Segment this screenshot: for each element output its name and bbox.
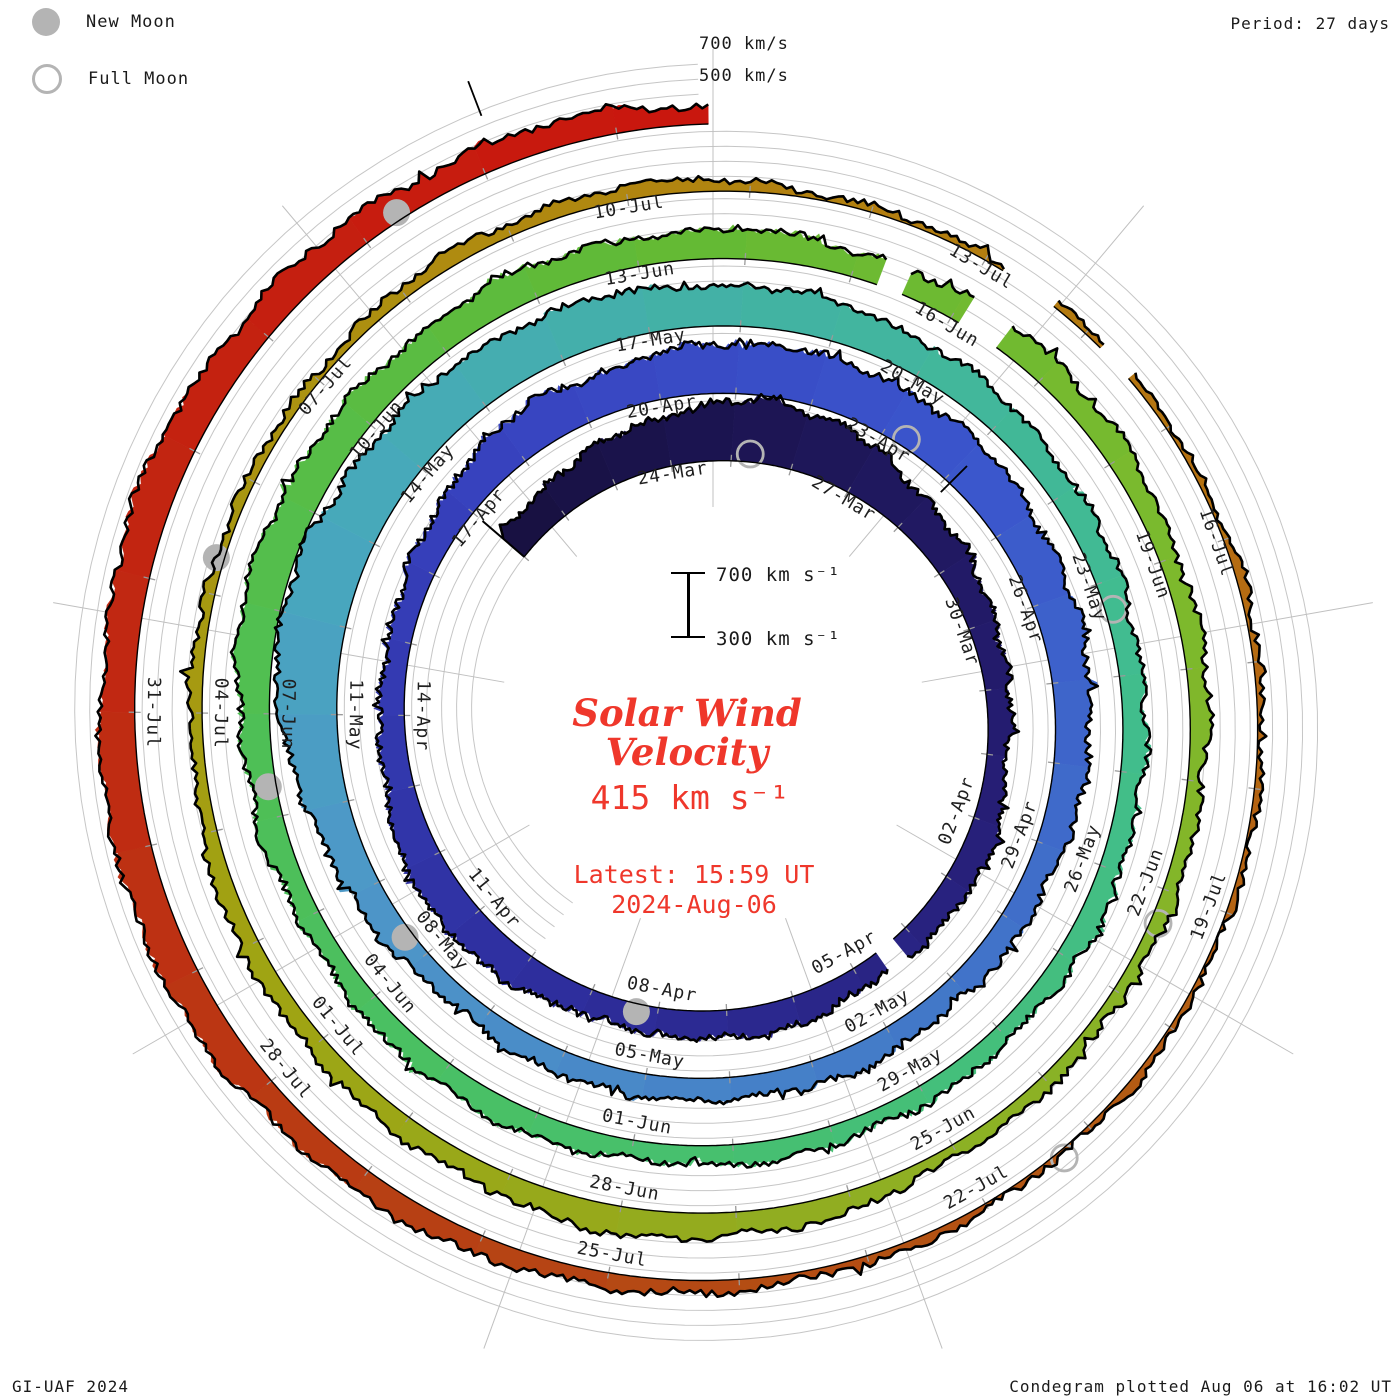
spiral-band-segment <box>630 1139 734 1167</box>
band-top-edge <box>229 223 1153 1169</box>
spiral-band-segment <box>1052 679 1099 768</box>
spiral-band-segment <box>1038 362 1131 466</box>
band-baseline <box>201 190 1192 1214</box>
new-moon-icon <box>32 8 60 36</box>
band-baseline <box>134 123 1259 1282</box>
spiral-band-segment <box>354 1170 484 1257</box>
new-moon-label: New Moon <box>86 12 176 32</box>
spiral-band-segment <box>97 569 150 713</box>
band-top-edge <box>179 174 1216 1243</box>
outer-scale-500: 500 km/s <box>699 66 789 86</box>
credit-label: GI-UAF 2024 <box>12 1377 129 1396</box>
spiral-band-segment <box>251 1080 369 1190</box>
band-baseline <box>1053 305 1101 349</box>
new-moon-marker <box>383 199 411 227</box>
band-top-edge <box>498 392 1021 959</box>
date-label: 19-Jul <box>1186 869 1231 943</box>
grid-arc-700 <box>74 63 1319 1341</box>
spiral-band-segment <box>1085 329 1105 349</box>
chart-title: Solar Wind Velocity <box>572 691 802 774</box>
grid-arc-500 <box>104 93 1289 1311</box>
spiral-band-segment <box>996 951 1074 1041</box>
band-baseline <box>268 257 1124 1147</box>
event-marker <box>467 80 483 117</box>
spiral-band-segment <box>164 970 272 1099</box>
spiral-band-segment <box>726 996 800 1040</box>
spiral-band-segment <box>1053 300 1090 334</box>
spiral-band-segment <box>348 148 486 244</box>
band-baseline <box>901 293 959 324</box>
band-top-edge <box>1057 299 1105 346</box>
full-moon-marker <box>735 439 765 469</box>
new-moon-marker <box>391 923 419 951</box>
spiral-band-segment <box>385 785 441 869</box>
grid-baseline-inner <box>471 556 573 904</box>
data-start-marker <box>481 520 525 558</box>
band-top-edge <box>910 269 975 299</box>
spiral-band-segment <box>985 687 1020 757</box>
scale-300-label: 300 km s⁻¹ <box>716 628 841 650</box>
spiral-band-segment <box>735 1190 854 1234</box>
date-label: 16-Jul <box>1195 505 1238 579</box>
spiral-band-segment <box>162 318 269 452</box>
latest-timestamp: Latest: 15:59 UT 2024-Aug-06 <box>573 860 815 919</box>
spiral-band-segment <box>732 1125 835 1168</box>
outer-scale-700: 700 km/s <box>699 34 789 54</box>
date-label: 25-Jul <box>575 1238 649 1272</box>
current-speed-value: 415 km s⁻¹ <box>590 778 790 817</box>
spiral-band-segment <box>201 830 259 950</box>
new-moon-marker <box>622 998 650 1026</box>
spiral-band-segment <box>744 228 859 277</box>
date-label: 07-Jun <box>277 678 299 749</box>
date-label: 04-Jul <box>210 678 232 749</box>
full-moon-marker <box>891 424 921 454</box>
event-marker <box>940 465 968 493</box>
scale-700-label: 700 km s⁻¹ <box>716 564 841 586</box>
date-label: 31-Jul <box>142 677 164 748</box>
spiral-band-segment <box>1095 574 1145 677</box>
spiral-band-segment <box>385 561 435 644</box>
date-label: 22-Jul <box>940 1161 1012 1214</box>
full-moon-label: Full Moon <box>88 69 190 89</box>
full-moon-icon <box>32 64 62 94</box>
legend-full-moon: Full Moon <box>32 64 189 94</box>
band-top-edge <box>94 102 1268 1299</box>
date-label: 14-Apr <box>412 680 434 751</box>
spiral-band-segment <box>950 913 1024 994</box>
band-baseline <box>523 460 989 940</box>
grid-arc-600 <box>89 78 1304 1326</box>
period-label: Period: 27 days <box>1230 14 1390 33</box>
plotted-label: Condegram plotted Aug 06 at 16:02 UT <box>1009 1377 1392 1396</box>
spiral-band-segment <box>473 104 618 175</box>
spiral-band-segment <box>729 1061 818 1102</box>
legend-new-moon: New Moon <box>32 8 176 36</box>
date-label: 11-May <box>344 679 366 750</box>
date-label: 01-Jun <box>600 1105 674 1139</box>
date-label: 28-Jun <box>588 1171 662 1205</box>
date-label: 05-May <box>613 1039 687 1073</box>
